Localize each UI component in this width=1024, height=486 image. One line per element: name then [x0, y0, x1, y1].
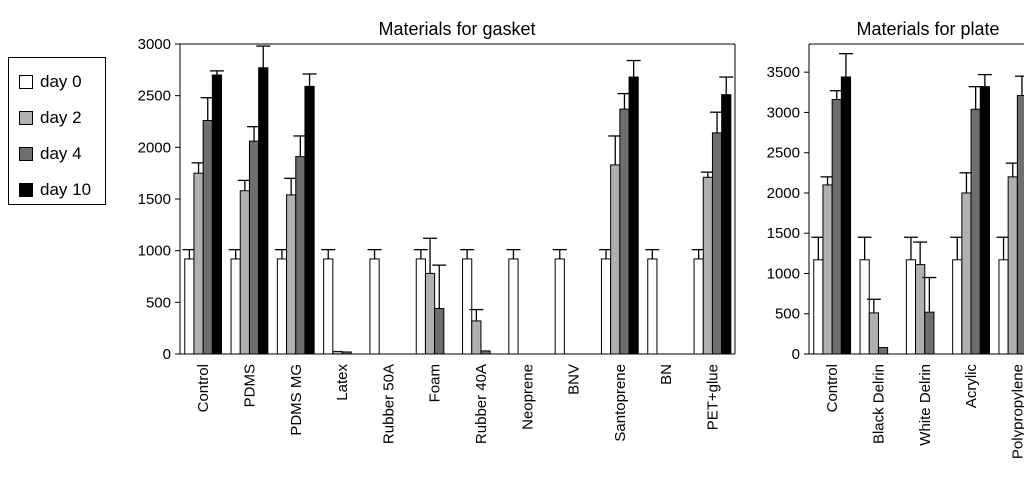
bar	[508, 258, 519, 355]
bar	[600, 258, 612, 355]
bar	[295, 156, 306, 355]
bar	[434, 308, 445, 355]
bar	[702, 176, 713, 355]
bar	[619, 108, 630, 355]
category-label: BNV	[566, 364, 583, 395]
y-tick-label: 2000	[767, 185, 800, 202]
bar	[721, 94, 732, 355]
chart-title: Materials for gasket	[378, 19, 535, 39]
bar	[424, 272, 436, 355]
bar	[193, 172, 204, 355]
bar	[840, 76, 852, 355]
bar	[1016, 95, 1024, 355]
legend-label: day 10	[40, 180, 92, 199]
y-tick-label: 1000	[138, 243, 171, 260]
bar	[230, 258, 241, 355]
legend-swatch	[19, 111, 33, 125]
y-tick-label: 0	[163, 346, 171, 363]
bar	[628, 76, 639, 355]
legend-label: day 2	[40, 108, 82, 127]
category-label: Acrylic	[963, 364, 980, 409]
y-tick-label: 3000	[138, 36, 171, 53]
y-tick-label: 500	[775, 306, 800, 323]
bar	[859, 259, 870, 355]
y-tick-label: 3500	[767, 64, 800, 81]
category-label: PDMS MG	[288, 364, 305, 436]
bar	[822, 184, 833, 355]
y-tick-label: 500	[146, 294, 171, 311]
category-label: Latex	[334, 364, 351, 401]
bar	[961, 192, 972, 355]
bar	[647, 258, 658, 355]
bar	[813, 259, 824, 355]
legend-item-day4: day 4	[19, 144, 82, 164]
bar	[693, 258, 704, 355]
legend: day 0 day 2 day 4 day 10	[8, 57, 106, 205]
bar	[554, 258, 565, 355]
bar	[276, 258, 288, 355]
plate-chart: Materials for plate 0 500 1000 1500 2000 2500 3…	[767, 19, 1024, 459]
legend-label: day 0	[40, 72, 82, 91]
legend-item-day0: day 0	[19, 72, 82, 92]
bar	[924, 311, 935, 355]
bar	[998, 259, 1009, 355]
category-label: PDMS	[241, 364, 258, 407]
category-label: BN	[658, 364, 675, 385]
bar	[332, 350, 343, 355]
y-tick-label: 0	[792, 346, 800, 363]
bar	[831, 99, 842, 355]
bar	[248, 140, 260, 355]
category-label: Control	[824, 364, 841, 412]
bar	[610, 164, 621, 355]
bar	[369, 258, 380, 355]
category-label: PET+glue	[704, 364, 721, 430]
y-tick-label: 2500	[767, 145, 800, 162]
bar	[868, 312, 879, 355]
bar	[239, 190, 250, 355]
chart-title: Materials for plate	[856, 19, 999, 39]
bar	[711, 132, 723, 355]
legend-item-day2: day 2	[19, 108, 82, 128]
bar	[323, 258, 334, 355]
bar	[341, 351, 352, 355]
legend-swatch	[19, 183, 33, 197]
y-tick-label: 3000	[767, 104, 800, 121]
bar	[905, 259, 917, 355]
bar	[286, 194, 297, 355]
category-label: White Delrin	[917, 364, 934, 446]
bar	[184, 258, 195, 355]
y-tick-label: 1500	[138, 191, 171, 208]
legend-swatch	[19, 75, 33, 89]
category-label: Neoprene	[519, 364, 536, 430]
bar	[970, 108, 981, 355]
y-tick-label: 1000	[767, 265, 800, 282]
bar	[1007, 176, 1018, 355]
bar	[202, 119, 213, 355]
bar	[415, 258, 426, 355]
bar	[258, 67, 269, 355]
y-tick-label: 2000	[138, 139, 171, 156]
bar	[480, 350, 491, 355]
y-tick-label: 1500	[767, 225, 800, 242]
bar	[877, 347, 889, 355]
bar	[304, 85, 315, 355]
bar	[462, 258, 473, 355]
category-label: Polypropylene	[1009, 364, 1024, 459]
category-label: Foam	[427, 364, 444, 402]
bar	[979, 86, 990, 355]
gasket-chart: Materials for gasket 0 500 1000 1500 2000 2500…	[138, 19, 736, 444]
category-label: Santoprene	[612, 364, 629, 442]
bar	[211, 74, 223, 355]
bar	[952, 259, 963, 355]
bar	[471, 320, 482, 355]
y-tick-label: 2500	[138, 88, 171, 105]
legend-swatch	[19, 147, 33, 161]
legend-item-day10: day 10	[19, 180, 91, 200]
category-label: Control	[195, 364, 212, 412]
legend-label: day 4	[40, 144, 82, 163]
category-label: Black Delrin	[870, 364, 887, 444]
category-label: Rubber 40A	[473, 364, 490, 444]
category-label: Rubber 50A	[380, 364, 397, 444]
